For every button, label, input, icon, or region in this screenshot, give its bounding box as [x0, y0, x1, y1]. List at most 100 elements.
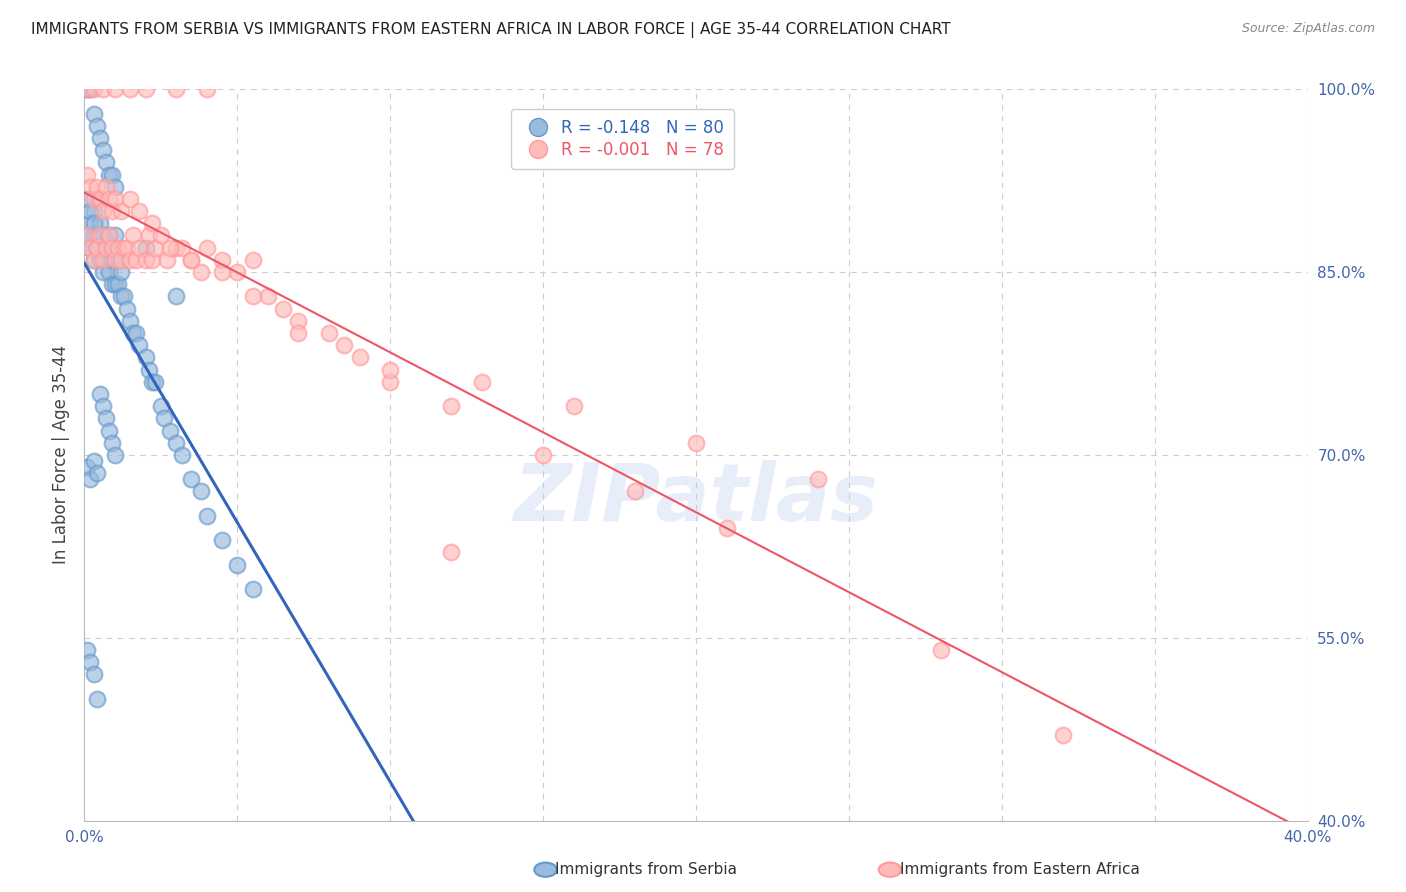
Point [190, 265, 212, 279]
Point [83, 252, 105, 267]
Point [76, 82, 98, 96]
Point [91, 143, 114, 157]
Text: Immigrants from Serbia: Immigrants from Serbia [555, 863, 737, 877]
Point [165, 435, 187, 450]
Point [89, 228, 111, 243]
Point [101, 204, 124, 219]
Point [76, 643, 98, 657]
Point [110, 252, 132, 267]
Point [86, 691, 108, 706]
Point [76, 228, 98, 243]
Text: ZIPatlas: ZIPatlas [513, 459, 879, 538]
Point [91, 204, 114, 219]
Point [101, 241, 124, 255]
Point [89, 252, 111, 267]
Point [91, 399, 114, 413]
Point [83, 454, 105, 468]
Point [94, 235, 117, 249]
Point [531, 448, 554, 462]
Point [128, 204, 150, 219]
Point [135, 82, 157, 96]
Point [79, 655, 101, 669]
Point [83, 667, 105, 681]
Point [110, 204, 132, 219]
Point [180, 252, 202, 267]
Point [128, 241, 150, 255]
Point [79, 241, 101, 255]
Point [624, 484, 647, 499]
Legend: R = -0.148   N = 80, R = -0.001   N = 78: R = -0.148 N = 80, R = -0.001 N = 78 [512, 109, 734, 169]
Point [143, 241, 166, 255]
Point [97, 168, 120, 182]
Point [83, 228, 105, 243]
Point [211, 252, 233, 267]
Point [440, 399, 463, 413]
Point [685, 435, 707, 450]
Point [101, 277, 124, 292]
Point [76, 192, 98, 206]
Point [94, 411, 117, 425]
Point [1052, 728, 1074, 742]
Point [122, 326, 145, 340]
Text: IMMIGRANTS FROM SERBIA VS IMMIGRANTS FROM EASTERN AFRICA IN LABOR FORCE | AGE 35: IMMIGRANTS FROM SERBIA VS IMMIGRANTS FRO… [31, 22, 950, 38]
Point [149, 228, 172, 243]
Point [86, 119, 108, 133]
Point [79, 82, 101, 96]
Point [149, 399, 172, 413]
Point [135, 252, 157, 267]
Point [91, 82, 114, 96]
Point [107, 241, 129, 255]
Point [86, 241, 108, 255]
Point [76, 82, 98, 96]
Point [91, 228, 114, 243]
Point [156, 252, 179, 267]
Point [138, 362, 160, 376]
Point [165, 289, 187, 303]
Point [807, 472, 830, 486]
Point [89, 241, 111, 255]
Point [287, 326, 309, 340]
Point [211, 533, 233, 548]
Point [141, 216, 163, 230]
Point [195, 82, 218, 96]
Point [97, 265, 120, 279]
Point [125, 326, 148, 340]
Point [91, 252, 114, 267]
Point [86, 241, 108, 255]
Point [120, 192, 142, 206]
Point [89, 216, 111, 230]
Point [104, 192, 127, 206]
Point [287, 314, 309, 328]
Point [112, 241, 135, 255]
Point [172, 448, 194, 462]
Point [180, 252, 202, 267]
Point [104, 82, 127, 96]
Point [101, 252, 124, 267]
Point [165, 241, 187, 255]
Point [440, 545, 463, 559]
Point [257, 289, 280, 303]
Point [97, 228, 120, 243]
Point [242, 252, 264, 267]
Point [112, 289, 135, 303]
Point [107, 277, 129, 292]
Point [104, 277, 127, 292]
Point [94, 155, 117, 169]
Y-axis label: In Labor Force | Age 35-44: In Labor Force | Age 35-44 [52, 345, 70, 565]
Point [97, 192, 120, 206]
Point [104, 252, 127, 267]
Point [122, 228, 145, 243]
Point [929, 643, 952, 657]
Point [104, 252, 127, 267]
Point [349, 351, 371, 365]
Point [159, 424, 181, 438]
Point [120, 252, 142, 267]
Point [104, 228, 127, 243]
Point [172, 241, 194, 255]
Point [79, 216, 101, 230]
Point [128, 338, 150, 352]
Point [107, 252, 129, 267]
Text: Immigrants from Eastern Africa: Immigrants from Eastern Africa [900, 863, 1140, 877]
Point [138, 228, 160, 243]
Point [242, 582, 264, 596]
